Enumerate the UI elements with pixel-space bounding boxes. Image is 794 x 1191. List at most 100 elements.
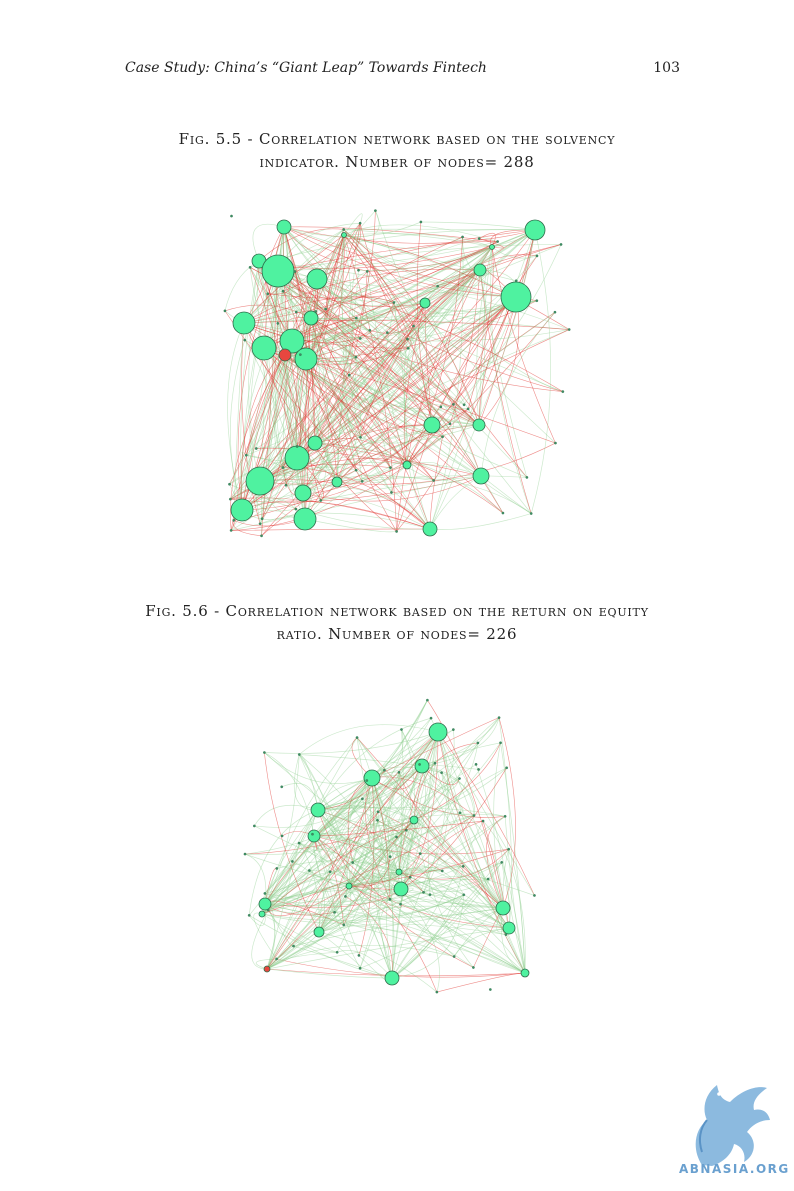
network-node	[308, 869, 311, 872]
network-edge	[264, 894, 464, 918]
network-edge	[366, 780, 395, 979]
network-edge	[453, 927, 510, 957]
network-node	[514, 279, 518, 283]
network-node	[361, 797, 364, 801]
network-edge	[266, 819, 415, 970]
network-edge	[421, 765, 475, 816]
network-edge	[317, 809, 390, 900]
network-node	[358, 966, 362, 970]
network-edge	[318, 923, 506, 935]
network-edge	[343, 228, 536, 231]
network-edge	[266, 927, 510, 970]
network-edge	[261, 296, 517, 537]
network-node	[263, 965, 271, 973]
network-node	[244, 453, 248, 457]
network-edge	[258, 260, 563, 392]
network-edge	[325, 234, 345, 310]
network-edge	[263, 347, 443, 438]
network-edge	[283, 226, 532, 514]
network-edge	[296, 234, 345, 447]
network-edge	[313, 835, 509, 855]
network-edge	[342, 234, 357, 471]
network-node	[374, 209, 377, 213]
network-edge	[305, 358, 434, 481]
network-edge	[243, 322, 409, 349]
network-node	[376, 818, 379, 822]
network-node	[486, 877, 490, 881]
network-edge	[416, 221, 433, 426]
network-edge	[356, 737, 394, 979]
network-node	[472, 418, 486, 432]
network-node	[501, 511, 505, 515]
network-node	[533, 894, 536, 897]
network-edge	[343, 234, 556, 444]
network-edge	[264, 777, 373, 894]
network-edge	[413, 819, 504, 909]
network-node	[440, 869, 444, 873]
network-edge	[360, 338, 433, 426]
network-edge	[264, 893, 504, 918]
network-node	[276, 322, 280, 325]
network-node	[461, 235, 464, 239]
network-node	[436, 284, 440, 288]
network-node	[500, 861, 504, 864]
network-edge	[486, 816, 506, 909]
network-edge	[317, 807, 506, 817]
network-edge	[398, 871, 506, 935]
network-edge	[371, 775, 461, 813]
network-edge	[377, 772, 400, 979]
network-edge	[476, 246, 493, 426]
network-edge	[258, 260, 570, 330]
network-edge	[413, 819, 474, 968]
network-edge	[276, 819, 415, 960]
network-edge	[253, 912, 277, 960]
network-edge	[230, 234, 345, 500]
network-edge	[314, 302, 426, 444]
network-edge	[291, 229, 536, 342]
network-edge	[283, 226, 481, 271]
network-edge	[348, 885, 402, 908]
network-edge	[317, 809, 400, 873]
network-node	[266, 908, 270, 912]
network-edge	[336, 317, 357, 483]
network-edge	[398, 871, 510, 929]
network-edge	[314, 431, 361, 444]
network-edge	[377, 819, 510, 929]
network-edge	[305, 246, 493, 360]
network-node	[428, 893, 432, 897]
network-edge	[313, 835, 361, 969]
network-edge	[241, 436, 443, 511]
network-edge	[475, 764, 510, 929]
network-edge	[293, 945, 393, 979]
network-edge	[398, 772, 504, 909]
network-edge	[276, 819, 415, 960]
network-edge	[371, 717, 500, 779]
network-edge	[282, 302, 426, 468]
network-edge	[501, 862, 526, 974]
network-edge	[291, 223, 361, 342]
network-edge	[259, 424, 480, 482]
network-edge	[266, 878, 489, 970]
network-edge	[313, 835, 336, 913]
network-edge	[261, 778, 460, 915]
network-node	[404, 828, 408, 832]
network-edge	[264, 865, 464, 905]
network-node	[474, 763, 478, 766]
network-edge	[317, 770, 385, 811]
network-node	[422, 890, 425, 894]
network-edge	[400, 888, 440, 993]
network-edge	[478, 296, 520, 426]
network-edge	[249, 915, 393, 979]
network-edge	[283, 226, 388, 333]
network-edge	[264, 780, 368, 905]
network-edge	[413, 819, 504, 909]
network-edge	[375, 210, 480, 426]
network-edge	[501, 862, 526, 974]
network-edge	[264, 752, 320, 933]
network-edge	[421, 717, 500, 767]
network-edge	[501, 907, 526, 974]
network-edge	[482, 820, 526, 974]
network-node	[243, 852, 247, 856]
network-edge	[343, 229, 493, 248]
network-edge	[407, 229, 536, 349]
